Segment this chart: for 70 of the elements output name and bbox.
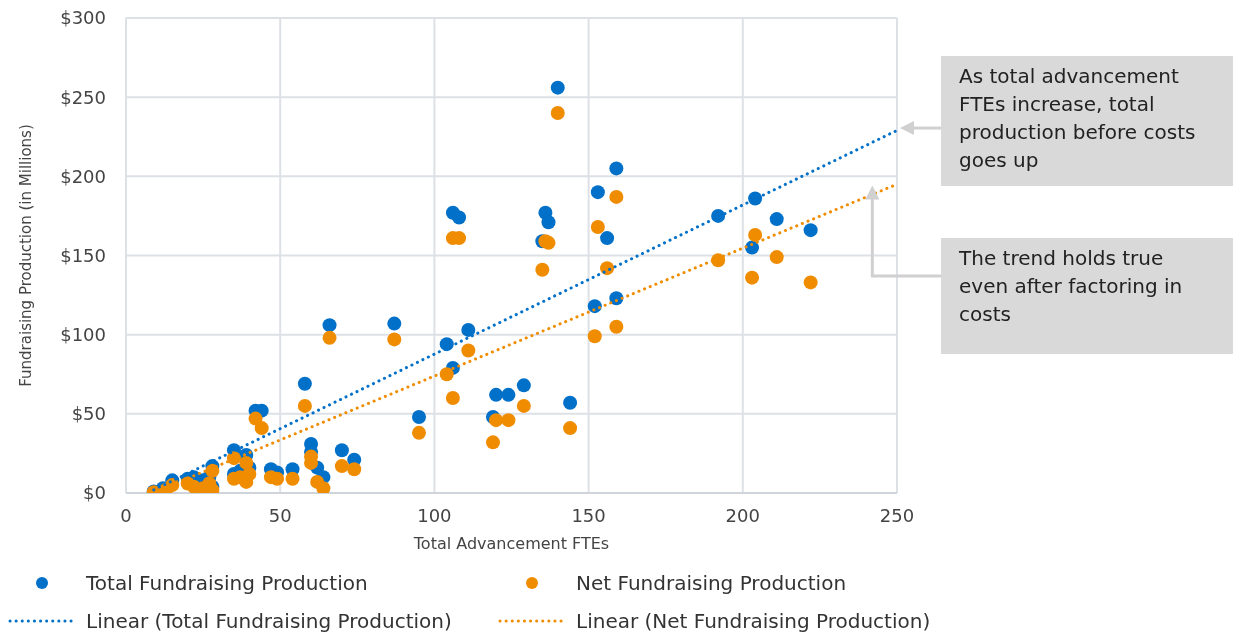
point — [587, 329, 602, 344]
y-tick-label: $300 — [60, 7, 106, 29]
x-tick-label: 100 — [417, 504, 452, 526]
point — [461, 343, 476, 358]
y-tick-label: $100 — [60, 324, 106, 346]
y-tick-label: $200 — [60, 165, 106, 187]
point — [334, 459, 349, 474]
point — [461, 322, 476, 337]
legend-label: Linear (Total Fundraising Production) — [86, 609, 452, 632]
x-tick-label: 200 — [725, 504, 760, 526]
legend-label: Total Fundraising Production — [86, 571, 368, 595]
point — [322, 318, 337, 333]
point — [285, 471, 300, 486]
y-tick-label: $0 — [83, 482, 106, 504]
point — [334, 443, 349, 458]
point — [501, 387, 516, 402]
x-tick-label: 250 — [879, 504, 915, 526]
point — [411, 410, 426, 424]
point — [769, 250, 784, 265]
x-tick-label: 150 — [571, 504, 606, 526]
point — [387, 332, 402, 347]
point — [516, 398, 531, 413]
point — [769, 212, 784, 227]
point — [242, 467, 257, 481]
x-axis-title: Total Advancement FTEs — [412, 534, 610, 553]
point — [803, 275, 818, 290]
point — [239, 455, 254, 470]
legend-label: Linear (Net Fundraising Production) — [576, 609, 931, 632]
y-tick-label: $50 — [71, 403, 106, 425]
point — [445, 391, 460, 405]
point — [439, 337, 454, 352]
point — [297, 376, 312, 391]
point — [254, 421, 269, 436]
point — [316, 481, 331, 493]
point — [609, 189, 624, 204]
point — [609, 161, 624, 176]
point — [600, 231, 615, 246]
point — [486, 435, 500, 450]
point — [501, 413, 516, 428]
point — [541, 215, 556, 230]
point — [489, 387, 504, 402]
y-tick-label: $150 — [60, 244, 106, 266]
annotation: The trend holds true even after factoring in costs — [941, 238, 1233, 354]
point — [297, 398, 312, 413]
text: As total advancement FTEs increase, total production before costs goes up — [941, 56, 1233, 186]
point — [745, 270, 760, 285]
point — [590, 185, 605, 200]
point — [609, 319, 624, 334]
point — [600, 261, 615, 276]
point — [563, 421, 578, 436]
point — [535, 262, 550, 277]
point — [803, 223, 818, 238]
y-axis-title: Fundraising Production (in Millions) — [17, 124, 35, 387]
point — [550, 80, 565, 95]
point — [322, 330, 337, 345]
point — [347, 462, 362, 477]
y-tick-label: $250 — [60, 86, 106, 108]
point — [411, 425, 426, 440]
point — [452, 210, 467, 225]
point — [550, 106, 565, 120]
x-tick-label: 0 — [120, 504, 132, 526]
x-tick-label: 50 — [268, 504, 292, 526]
point — [489, 413, 504, 428]
point — [563, 395, 578, 410]
legend-label: Net Fundraising Production — [576, 571, 847, 595]
point — [748, 227, 763, 242]
point — [387, 316, 402, 331]
point — [270, 471, 285, 486]
point — [516, 378, 531, 393]
point — [590, 220, 605, 234]
